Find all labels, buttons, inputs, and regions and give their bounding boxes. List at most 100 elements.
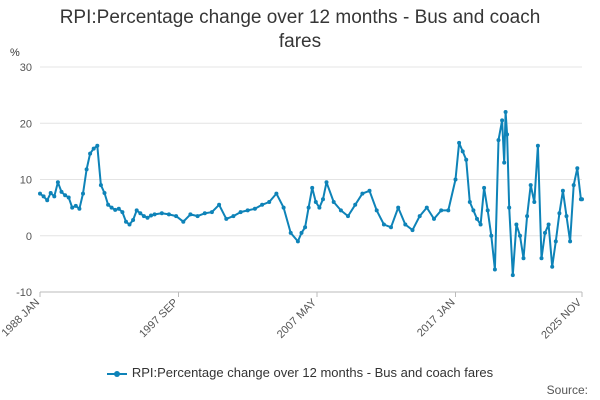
data-point[interactable] (66, 195, 71, 200)
data-point[interactable] (580, 197, 584, 202)
data-point[interactable] (457, 140, 462, 145)
data-point[interactable] (188, 212, 193, 217)
data-point[interactable] (81, 191, 85, 196)
data-point[interactable] (467, 200, 472, 204)
data-point[interactable] (202, 211, 207, 216)
data-point[interactable] (209, 210, 214, 215)
data-point[interactable] (288, 230, 293, 235)
data-point[interactable] (571, 183, 576, 188)
data-point[interactable] (417, 214, 422, 219)
data-point[interactable] (134, 208, 139, 213)
data-point[interactable] (546, 222, 551, 227)
data-point[interactable] (367, 188, 372, 193)
data-point[interactable] (252, 206, 257, 211)
data-point[interactable] (306, 205, 311, 210)
data-point[interactable] (396, 205, 401, 210)
data-point[interactable] (238, 210, 243, 215)
data-point[interactable] (478, 222, 483, 227)
data-point[interactable] (106, 202, 111, 207)
data-point[interactable] (174, 214, 179, 219)
data-point[interactable] (432, 216, 436, 221)
data-point[interactable] (224, 216, 229, 221)
data-point[interactable] (149, 213, 153, 218)
data-point[interactable] (281, 205, 286, 210)
data-point[interactable] (464, 157, 469, 162)
data-point[interactable] (159, 211, 164, 216)
data-point[interactable] (55, 180, 60, 185)
data-point[interactable] (145, 215, 150, 220)
data-point[interactable] (557, 211, 562, 216)
data-point[interactable] (77, 206, 82, 211)
data-point[interactable] (453, 177, 458, 182)
data-point[interactable] (231, 214, 236, 219)
data-point[interactable] (245, 208, 250, 213)
data-point[interactable] (535, 143, 540, 148)
data-point[interactable] (374, 208, 379, 213)
data-point[interactable] (310, 185, 315, 190)
data-point[interactable] (313, 200, 318, 204)
data-point[interactable] (553, 239, 558, 244)
data-point[interactable] (353, 202, 358, 207)
data-point[interactable] (45, 198, 50, 203)
data-point[interactable] (514, 222, 519, 227)
data-point[interactable] (532, 200, 537, 204)
data-point[interactable] (410, 228, 415, 233)
data-point[interactable] (141, 214, 146, 219)
data-point[interactable] (489, 233, 494, 238)
data-point[interactable] (568, 239, 573, 244)
data-point[interactable] (471, 208, 476, 213)
data-point[interactable] (70, 205, 75, 210)
data-point[interactable] (475, 216, 479, 221)
data-point[interactable] (460, 149, 465, 154)
data-point[interactable] (299, 230, 304, 235)
data-point[interactable] (521, 256, 526, 261)
data-point[interactable] (503, 110, 508, 114)
data-point[interactable] (360, 191, 365, 196)
data-point[interactable] (41, 194, 46, 199)
data-point[interactable] (502, 160, 507, 165)
data-point[interactable] (295, 239, 300, 244)
data-point[interactable] (505, 132, 510, 137)
data-point[interactable] (127, 222, 132, 227)
data-point[interactable] (63, 193, 68, 198)
data-point[interactable] (274, 191, 279, 196)
data-point[interactable] (446, 208, 451, 213)
data-point[interactable] (518, 233, 522, 238)
data-point[interactable] (91, 146, 96, 151)
data-point[interactable] (389, 225, 393, 230)
data-point[interactable] (124, 219, 128, 224)
data-point[interactable] (510, 273, 515, 278)
data-point[interactable] (102, 191, 107, 195)
data-point[interactable] (492, 267, 497, 272)
data-point[interactable] (525, 214, 530, 219)
data-point[interactable] (48, 191, 53, 195)
data-point[interactable] (321, 197, 325, 202)
data-point[interactable] (260, 202, 265, 207)
data-point[interactable] (324, 180, 329, 185)
data-point[interactable] (485, 208, 490, 213)
data-point[interactable] (116, 206, 121, 211)
data-point[interactable] (317, 205, 322, 210)
data-point[interactable] (507, 205, 512, 210)
chart-legend[interactable]: RPI:Percentage change over 12 months - B… (0, 365, 600, 380)
data-point[interactable] (217, 202, 222, 207)
data-point[interactable] (381, 222, 386, 227)
data-point[interactable] (95, 143, 100, 148)
data-point[interactable] (166, 212, 171, 217)
data-point[interactable] (195, 214, 200, 219)
data-point[interactable] (88, 151, 93, 156)
data-point[interactable] (528, 183, 533, 188)
data-point[interactable] (575, 166, 580, 171)
data-point[interactable] (181, 219, 186, 224)
data-point[interactable] (59, 189, 64, 194)
data-point[interactable] (303, 225, 308, 230)
data-point[interactable] (482, 185, 487, 190)
data-point[interactable] (500, 118, 505, 123)
data-point[interactable] (98, 183, 103, 188)
data-point[interactable] (38, 191, 42, 196)
data-point[interactable] (560, 188, 565, 193)
data-point[interactable] (138, 211, 143, 216)
data-point[interactable] (267, 200, 272, 204)
data-point[interactable] (543, 230, 547, 235)
data-point[interactable] (73, 203, 78, 208)
